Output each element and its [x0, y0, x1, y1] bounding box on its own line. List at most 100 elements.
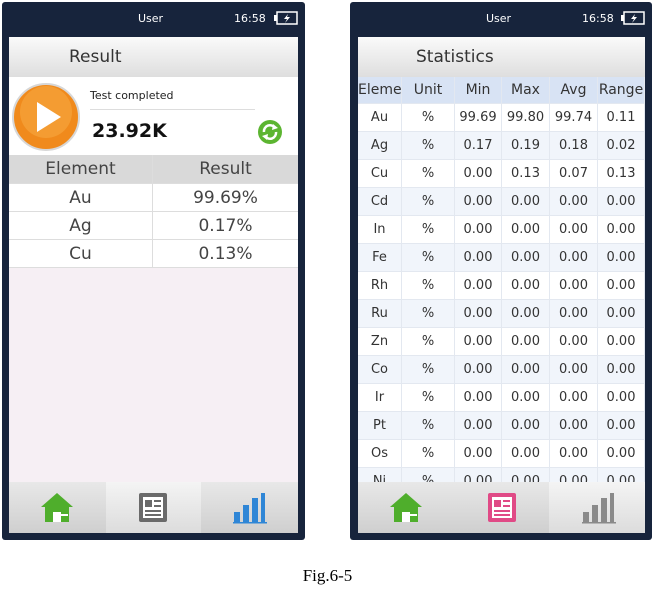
table-cell: 0.00	[502, 328, 550, 356]
nav-statistics[interactable]	[580, 490, 616, 526]
table-header-cell: Max	[502, 77, 550, 104]
table-header-cell: Result	[153, 155, 298, 184]
table-cell: 0.00	[598, 412, 645, 440]
table-cell: 0.00	[502, 384, 550, 412]
table-cell: %	[402, 244, 455, 272]
table-cell: 0.00	[455, 272, 502, 300]
table-cell: %	[402, 412, 455, 440]
table-cell: 0.11	[598, 104, 645, 132]
status-time: 16:58	[582, 12, 614, 25]
table-cell: 0.00	[502, 216, 550, 244]
table-cell: 0.00	[455, 244, 502, 272]
table-cell: 0.00	[455, 356, 502, 384]
table-cell: 0.00	[502, 440, 550, 468]
table-cell: 99.69	[455, 104, 502, 132]
table-cell: 0.00	[550, 272, 598, 300]
nav-result[interactable]	[135, 490, 171, 526]
table-cell: 0.00	[502, 356, 550, 384]
table-cell: 0.00	[550, 300, 598, 328]
table-cell: 0.13%	[153, 240, 298, 268]
status-user: User	[486, 12, 512, 25]
table-cell: 0.00	[550, 468, 598, 482]
table-header-cell: Range	[598, 77, 645, 104]
table-header-cell: Unit	[402, 77, 455, 104]
play-button[interactable]	[11, 82, 81, 152]
table-cell: 0.00	[455, 328, 502, 356]
table-cell: 0.00	[598, 216, 645, 244]
table-cell: 0.07	[550, 160, 598, 188]
table-cell: 0.00	[598, 468, 645, 482]
nav-statistics[interactable]	[231, 490, 267, 526]
table-header-cell: Element	[9, 155, 153, 184]
battery-icon	[274, 11, 298, 25]
table-cell: 0.00	[550, 188, 598, 216]
nav-home[interactable]	[388, 490, 424, 526]
table-cell: 0.13	[598, 160, 645, 188]
table-cell: 0.00	[455, 188, 502, 216]
table-cell: %	[402, 272, 455, 300]
table-cell: 0.00	[455, 160, 502, 188]
table-cell: 0.13	[502, 160, 550, 188]
table-cell: 99.74	[550, 104, 598, 132]
table-cell: In	[358, 216, 402, 244]
figure-caption: Fig.6-5	[302, 566, 353, 585]
table-cell: %	[402, 384, 455, 412]
header-title: Result	[9, 37, 298, 77]
status-user: User	[138, 12, 164, 25]
table-cell: %	[402, 216, 455, 244]
table-cell: 0.19	[502, 132, 550, 160]
table-cell: Zn	[358, 328, 402, 356]
table-cell: Ag	[9, 212, 153, 240]
table-cell: 0.00	[502, 244, 550, 272]
nav-bar	[358, 482, 645, 533]
count-value: 23.92K	[92, 120, 167, 142]
table-header-cell: Min	[455, 77, 502, 104]
table-cell: %	[402, 356, 455, 384]
table-cell: Cd	[358, 188, 402, 216]
nav-result[interactable]	[484, 490, 520, 526]
stats-table: Eleme Unit Min Max Avg Range Au% 99.69 99.80 99.7…	[358, 77, 645, 482]
table-cell: 0.00	[502, 468, 550, 482]
phone-left: User 16:58 Result Test completed 23.92K …	[2, 2, 305, 540]
screen-left: Result Test completed 23.92K Element Resu…	[9, 37, 298, 533]
table-cell: 0.00	[598, 300, 645, 328]
table-cell: 0.00	[455, 468, 502, 482]
table-cell: Au	[358, 104, 402, 132]
table-cell: 0.00	[550, 216, 598, 244]
table-cell: 0.00	[598, 188, 645, 216]
table-cell: %	[402, 104, 455, 132]
table-cell: Ir	[358, 384, 402, 412]
status-text: Test completed	[90, 89, 174, 102]
divider	[90, 109, 255, 110]
table-cell: Fe	[358, 244, 402, 272]
table-cell: %	[402, 440, 455, 468]
table-cell: Ag	[358, 132, 402, 160]
table-header-cell: Avg	[550, 77, 598, 104]
table-cell: 0.00	[455, 300, 502, 328]
table-cell: 0.00	[550, 328, 598, 356]
table-cell: 0.00	[550, 244, 598, 272]
table-cell: 0.00	[598, 440, 645, 468]
table-cell: Ru	[358, 300, 402, 328]
table-cell: Cu	[9, 240, 153, 268]
table-cell: 0.17	[455, 132, 502, 160]
table-cell: Au	[9, 184, 153, 212]
table-cell: Rh	[358, 272, 402, 300]
table-cell: %	[402, 160, 455, 188]
table-cell: 0.00	[502, 188, 550, 216]
nav-home[interactable]	[39, 490, 75, 526]
battery-icon	[621, 11, 645, 25]
table-cell: 0.00	[598, 328, 645, 356]
table-cell: Co	[358, 356, 402, 384]
table-cell: 0.00	[598, 356, 645, 384]
table-cell: 99.69%	[153, 184, 298, 212]
phone-right: User 16:58 Statistics Eleme Unit Min Max Avg…	[350, 2, 652, 540]
table-cell: 0.00	[598, 272, 645, 300]
table-cell: %	[402, 300, 455, 328]
table-cell: 0.00	[455, 216, 502, 244]
refresh-button[interactable]	[257, 119, 283, 145]
table-cell: %	[402, 468, 455, 482]
table-cell: Os	[358, 440, 402, 468]
screen-right: Statistics Eleme Unit Min Max Avg Range Au% 99.…	[358, 37, 645, 533]
